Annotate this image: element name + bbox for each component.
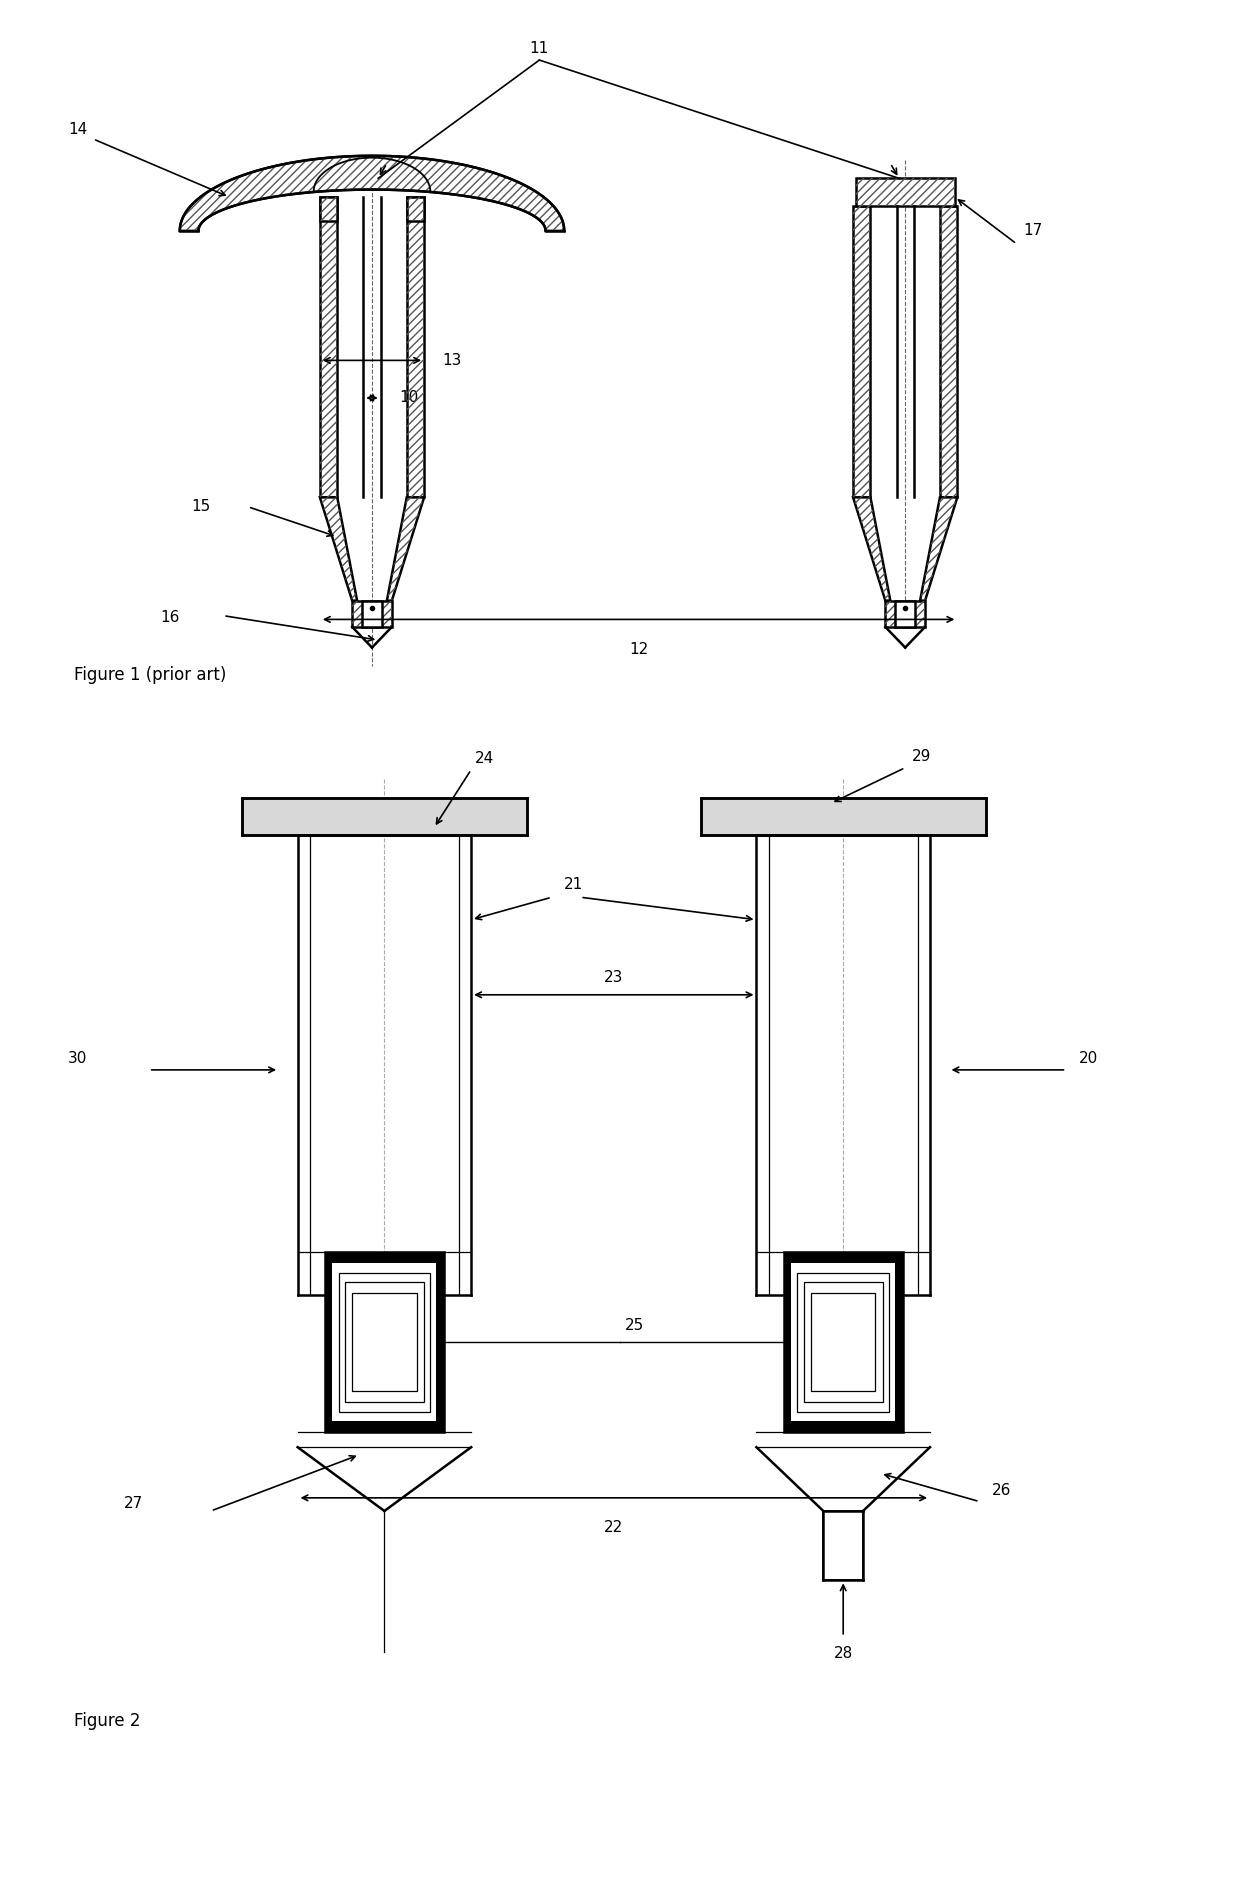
Polygon shape (853, 497, 890, 601)
Polygon shape (387, 497, 424, 601)
Polygon shape (856, 178, 955, 206)
Bar (811, 1293, 875, 1391)
Text: 24: 24 (475, 751, 495, 766)
Polygon shape (320, 197, 337, 221)
Text: Figure 1 (prior art): Figure 1 (prior art) (74, 666, 227, 685)
Bar (325, 1252, 444, 1432)
Text: 12: 12 (629, 642, 649, 657)
Text: 26: 26 (992, 1483, 1012, 1498)
Text: 17: 17 (1023, 223, 1043, 238)
Polygon shape (823, 1511, 863, 1580)
Text: 15: 15 (191, 499, 211, 514)
Text: 29: 29 (911, 749, 931, 764)
Text: 21: 21 (564, 877, 584, 892)
Polygon shape (407, 197, 424, 497)
Bar (784, 1252, 903, 1432)
Polygon shape (320, 197, 337, 497)
Text: 10: 10 (399, 390, 419, 405)
Text: 11: 11 (529, 41, 549, 56)
Polygon shape (407, 197, 424, 221)
Text: 23: 23 (604, 970, 624, 985)
Text: 20: 20 (1079, 1051, 1099, 1066)
Text: 13: 13 (443, 353, 463, 368)
Text: 22: 22 (604, 1520, 624, 1535)
Bar (332, 1263, 436, 1421)
Polygon shape (853, 206, 870, 497)
Text: 14: 14 (68, 122, 88, 137)
Polygon shape (320, 497, 357, 601)
Text: 16: 16 (160, 610, 180, 625)
Text: 30: 30 (68, 1051, 88, 1066)
Bar (791, 1263, 895, 1421)
Polygon shape (701, 798, 986, 835)
Bar (352, 1293, 417, 1391)
Polygon shape (362, 601, 382, 627)
Polygon shape (242, 798, 527, 835)
Bar (804, 1282, 883, 1402)
Polygon shape (895, 601, 915, 627)
Text: 28: 28 (833, 1646, 853, 1661)
Bar (339, 1273, 430, 1412)
Bar (345, 1282, 424, 1402)
Polygon shape (940, 206, 957, 497)
Bar (797, 1273, 889, 1412)
Polygon shape (885, 601, 925, 627)
Polygon shape (920, 497, 957, 601)
Text: 25: 25 (625, 1318, 645, 1333)
Polygon shape (352, 601, 392, 627)
Polygon shape (180, 156, 564, 231)
Text: Figure 2: Figure 2 (74, 1712, 141, 1731)
Text: 27: 27 (124, 1496, 144, 1511)
